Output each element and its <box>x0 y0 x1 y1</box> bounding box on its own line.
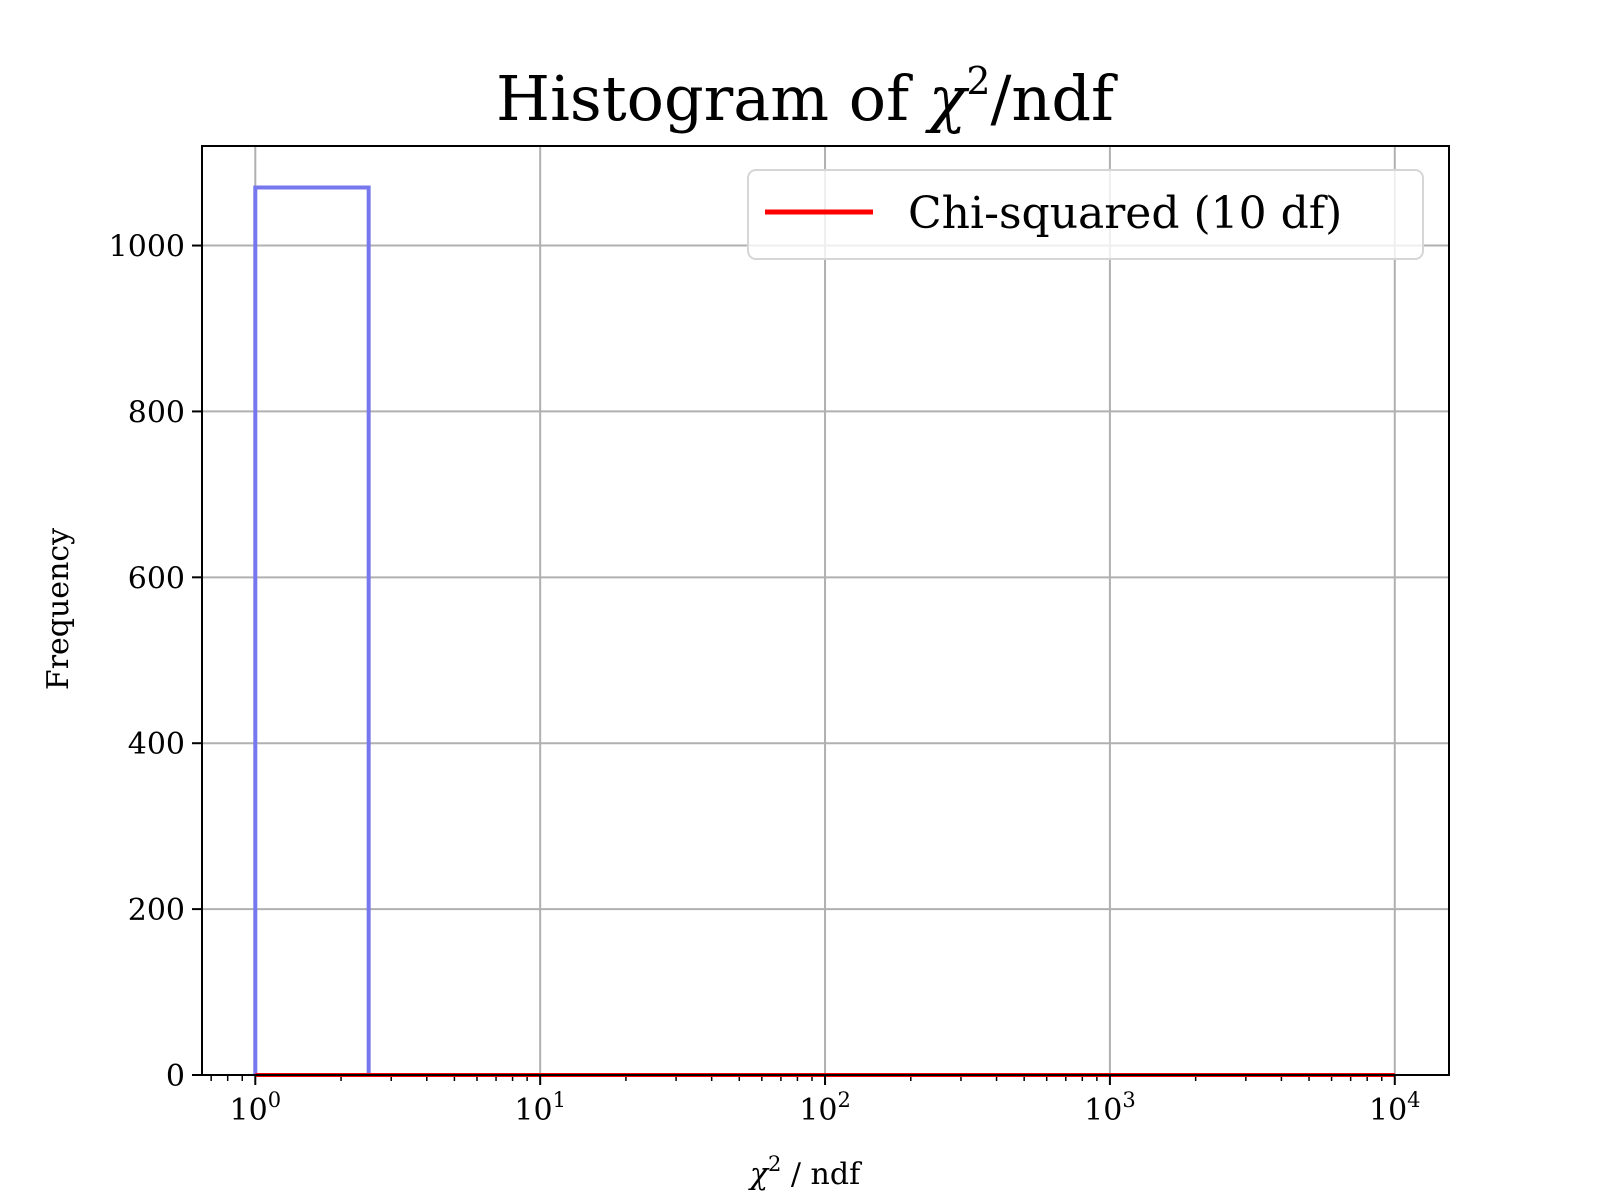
histogram-bin <box>253 185 371 1075</box>
x-tick-labels: 100 101 102 103 104 <box>230 1088 1421 1128</box>
x-tick-label: 102 <box>799 1088 851 1128</box>
y-tick-label: 800 <box>128 395 185 430</box>
x-tick-label-base: 10 <box>1369 1093 1407 1128</box>
y-tick-label: 200 <box>128 893 185 928</box>
major-ticks <box>192 244 1396 1085</box>
x-tick-label-exponent: 0 <box>268 1088 281 1112</box>
x-axis-label: χ2 / ndf <box>748 1152 862 1192</box>
x-axis-label-sup: 2 <box>768 1152 781 1176</box>
chart-title: Histogram of χ2/ndf <box>496 59 1118 135</box>
x-tick-label-base: 10 <box>514 1093 552 1128</box>
legend: Chi-squared (10 df) <box>747 169 1424 260</box>
x-tick-label-exponent: 4 <box>1407 1088 1420 1112</box>
y-tick-labels: 0 200 400 600 800 1000 <box>109 230 185 1094</box>
x-tick-label: 101 <box>514 1088 566 1128</box>
chart-title-prefix: Histogram of <box>496 62 929 135</box>
x-tick-label: 100 <box>230 1088 282 1128</box>
y-tick-label: 1000 <box>109 230 185 265</box>
x-axis-label-suffix: / ndf <box>781 1157 862 1192</box>
x-tick-label-base: 10 <box>230 1093 268 1128</box>
y-tick-label: 600 <box>128 561 185 596</box>
chart-title-sup: 2 <box>966 59 990 103</box>
x-tick-label-base: 10 <box>799 1093 837 1128</box>
y-axis-label: Frequency <box>41 528 76 690</box>
chart-title-suffix: /ndf <box>991 62 1119 135</box>
x-axis-label-symbol: χ <box>748 1157 770 1192</box>
x-tick-label-base: 10 <box>1084 1093 1122 1128</box>
legend-label: Chi-squared (10 df) <box>908 188 1342 239</box>
x-tick-label: 104 <box>1369 1088 1421 1128</box>
legend-box <box>747 169 1424 260</box>
x-tick-label-exponent: 1 <box>553 1088 566 1112</box>
histogram <box>253 185 371 1075</box>
x-tick-label: 103 <box>1084 1088 1136 1128</box>
y-tick-label: 400 <box>128 727 185 762</box>
grid <box>202 146 1449 1076</box>
x-tick-label-exponent: 2 <box>837 1088 850 1112</box>
x-tick-label-exponent: 3 <box>1122 1088 1135 1112</box>
y-tick-label: 0 <box>166 1059 185 1094</box>
chart-title-symbol: χ <box>925 62 970 135</box>
